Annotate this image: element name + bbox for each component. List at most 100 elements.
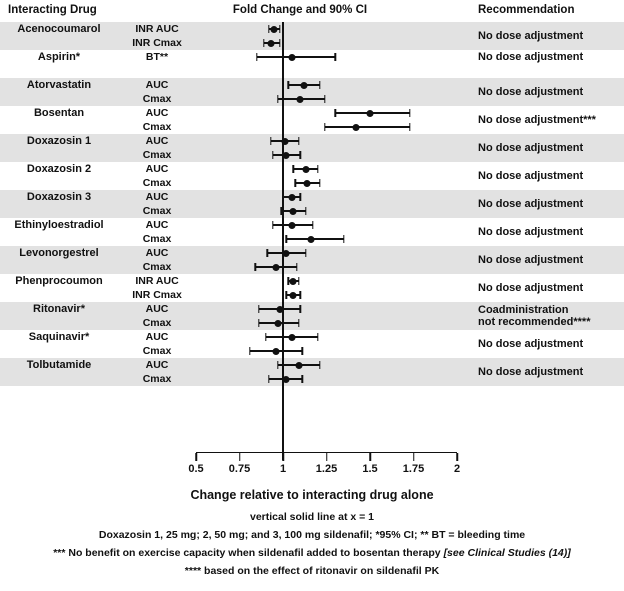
point-estimate xyxy=(289,291,297,299)
measure-label: Cmax xyxy=(142,317,172,329)
ci-cap-high xyxy=(317,333,319,342)
drug-group-ethinyloestradiol: Ethinyloestradiol AUC Cmax No dose adjustme… xyxy=(0,218,624,246)
measure-row-atorvastatin-1: Cmax xyxy=(0,92,624,106)
drug-name-tolbutamide: Tolbutamide xyxy=(26,359,92,371)
drug-group-acenocoumarol: Acenocoumarol INR AUC INR Cmax No dose adju… xyxy=(0,22,624,50)
ci-bar xyxy=(256,56,336,58)
drug-name-ritonavir: Ritonavir* xyxy=(33,303,85,315)
drug-group-tolbutamide: Tolbutamide AUC Cmax No dose adjustment xyxy=(0,358,624,386)
measure-label: Cmax xyxy=(142,345,172,357)
x-axis-title: Change relative to interacting drug alon… xyxy=(190,488,434,502)
ci-cap-low xyxy=(287,277,289,286)
ci-cap-low xyxy=(287,81,289,90)
measure-row-bosentan-0: AUC xyxy=(0,106,624,120)
drug-group-saquinavir: Saquinavir* AUC Cmax No dose adjustment xyxy=(0,330,624,358)
x-axis-tick-labels: 0.5 0.75 1 1.25 1.5 1.75 2 xyxy=(0,463,624,477)
recommendation-atorvastatin: No dose adjustment xyxy=(478,85,584,98)
measure-row-doxazosin-2-1: Cmax xyxy=(0,176,624,190)
point-estimate xyxy=(288,193,296,201)
drug-group-doxazosin-1: Doxazosin 1 AUC Cmax No dose adjustment xyxy=(0,134,624,162)
drug-name-acenocoumarol: Acenocoumarol xyxy=(17,23,101,35)
ci-cap-high xyxy=(278,25,281,34)
ci-cap-high xyxy=(343,235,345,244)
ci-cap-low xyxy=(271,221,274,230)
note-ritonavir-pk: **** based on the effect of ritonavir on… xyxy=(184,565,440,577)
recommendation-acenocoumarol: No dose adjustment xyxy=(478,29,584,42)
forest-plot-rows: Acenocoumarol INR AUC INR Cmax No dose adju… xyxy=(0,22,624,386)
measure-row-aspirin-0: BT** xyxy=(0,50,624,64)
measure-label: AUC xyxy=(145,79,169,91)
ci-cap-high xyxy=(301,375,303,384)
ci-cap-low xyxy=(292,165,295,174)
axis-tick-label: 1.25 xyxy=(315,463,338,475)
ci-bar xyxy=(324,126,410,128)
ci-cap-low xyxy=(280,207,282,216)
ci-cap-low xyxy=(257,319,260,328)
note-bosentan-text: *** No benefit on exercise capacity when… xyxy=(53,547,441,559)
measure-label: INR Cmax xyxy=(132,289,182,301)
axis-tick xyxy=(282,453,284,461)
point-estimate xyxy=(282,249,290,257)
ci-cap-low xyxy=(263,39,265,48)
ci-cap-low xyxy=(277,361,279,370)
ci-cap-high xyxy=(297,319,300,328)
note-reference-line: vertical solid line at x = 1 xyxy=(249,511,375,523)
measure-row-ethinyloestradiol-0: AUC xyxy=(0,218,624,232)
ci-cap-high xyxy=(304,249,307,258)
drug-group-atorvastatin: Atorvastatin AUC Cmax No dose adjustment xyxy=(0,78,624,106)
measure-label: AUC xyxy=(145,219,169,231)
measure-label: AUC xyxy=(145,135,169,147)
measure-row-levonorgestrel-0: AUC xyxy=(0,246,624,260)
drug-group-phenprocoumon: Phenprocoumon INR AUC INR Cmax No dose adju… xyxy=(0,274,624,302)
ci-cap-low xyxy=(249,347,251,356)
measure-label: Cmax xyxy=(142,149,172,161)
header-fold-change-90ci: Fold Change and 90% CI xyxy=(232,4,368,16)
recommendation-ethinyloestradiol: No dose adjustment xyxy=(478,225,584,238)
reference-line-x1 xyxy=(282,22,284,460)
point-estimate xyxy=(276,305,284,313)
point-estimate xyxy=(288,333,296,341)
ci-cap-low xyxy=(285,235,288,244)
drug-name-levonorgestrel: Levonorgestrel xyxy=(19,247,99,259)
axis-tick xyxy=(325,453,328,461)
measure-row-acenocoumarol-1: INR Cmax xyxy=(0,36,624,50)
ci-cap-low xyxy=(270,137,272,146)
ci-cap-high xyxy=(318,179,321,188)
point-estimate xyxy=(274,319,282,327)
measure-label: AUC xyxy=(145,247,169,259)
drug-name-saquinavir: Saquinavir* xyxy=(28,331,90,343)
ci-cap-low xyxy=(256,53,258,62)
ci-cap-low xyxy=(266,249,269,258)
measure-row-tolbutamide-0: AUC xyxy=(0,358,624,372)
point-estimate xyxy=(307,235,315,243)
ci-bar xyxy=(286,238,344,240)
axis-tick-label: 1.75 xyxy=(402,463,425,475)
recommendation-phenprocoumon: No dose adjustment xyxy=(478,281,584,294)
measure-label: INR Cmax xyxy=(132,37,182,49)
axis-tick xyxy=(238,453,241,461)
point-estimate xyxy=(288,221,296,229)
recommendation-tolbutamide: No dose adjustment xyxy=(478,365,584,378)
recommendation-levonorgestrel: No dose adjustment xyxy=(478,253,584,266)
ci-cap-low xyxy=(294,179,296,188)
header-recommendation: Recommendation xyxy=(478,4,575,16)
ci-cap-high xyxy=(324,95,326,104)
figure-captions: Change relative to interacting drug alon… xyxy=(0,488,624,583)
measure-label: AUC xyxy=(145,191,169,203)
measure-label: AUC xyxy=(145,359,169,371)
ci-cap-high xyxy=(317,165,319,174)
drug-group-levonorgestrel: Levonorgestrel AUC Cmax No dose adjustment xyxy=(0,246,624,274)
recommendation-doxazosin-3: No dose adjustment xyxy=(478,197,584,210)
drug-name-doxazosin-3: Doxazosin 3 xyxy=(26,191,92,203)
header-interacting-drug: Interacting Drug xyxy=(8,4,97,16)
recommendation-doxazosin-2: No dose adjustment xyxy=(478,169,584,182)
ci-cap-high xyxy=(299,193,302,202)
measure-row-doxazosin-3-1: Cmax xyxy=(0,204,624,218)
point-estimate xyxy=(281,137,289,145)
recommendation-saquinavir: No dose adjustment xyxy=(478,337,584,350)
ci-cap-low xyxy=(334,109,336,118)
drug-name-doxazosin-2: Doxazosin 2 xyxy=(26,163,92,175)
drug-group-bosentan: Bosentan AUC Cmax No dose adjustment*** xyxy=(0,106,624,134)
recommendation-bosentan: No dose adjustment*** xyxy=(478,113,596,126)
measure-row-saquinavir-0: AUC xyxy=(0,330,624,344)
